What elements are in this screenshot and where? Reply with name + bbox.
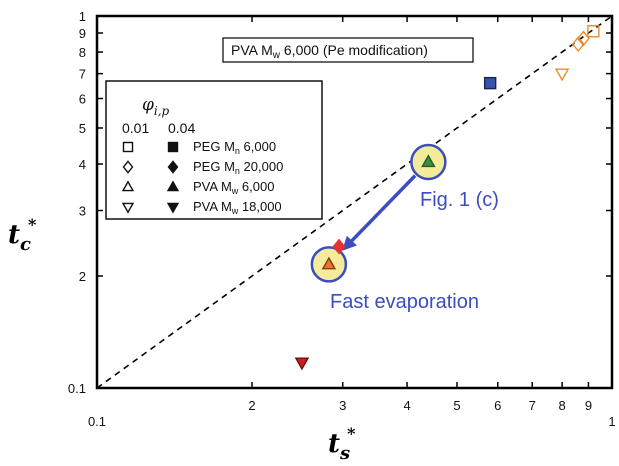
annotation-fig1c: Fig. 1 (c): [420, 189, 499, 211]
x-tick-label: 8: [558, 398, 565, 413]
legend-marker-filled: [167, 160, 179, 174]
chart-title-box: PVA Mw 6,000 (Pe modification): [222, 37, 474, 63]
legend-entry-label: PVA Mw 6,000: [193, 179, 274, 196]
legend-marker-filled: [166, 180, 180, 192]
data-point: [332, 238, 346, 255]
y-tick-label: 4: [79, 157, 86, 172]
chart-title: PVA Mw 6,000 (Pe modification): [231, 42, 428, 61]
y-tick-label: 3: [79, 204, 86, 219]
chart-title-frame: [222, 37, 474, 63]
x-tick-label: 2: [248, 398, 255, 413]
reference-dashed-line: [96, 15, 613, 389]
y-tick-label: 6: [79, 92, 86, 107]
evaporation-arrow-head: [342, 235, 357, 251]
y-tick-label: 9: [79, 26, 86, 41]
legend-frame: [105, 80, 323, 220]
y-tick-label: 8: [79, 45, 86, 60]
legend-col-label-low: 0.01: [122, 120, 149, 136]
x-tick-label: 4: [403, 398, 410, 413]
x-tick-label: 7: [529, 398, 536, 413]
data-points: [294, 25, 600, 371]
x-tick-label: 1: [608, 414, 615, 429]
x-tick-label: 9: [585, 398, 592, 413]
legend-entry-label: PEG Mn 20,000: [193, 159, 283, 176]
y-tick-label: 7: [79, 67, 86, 82]
data-point: [587, 25, 600, 38]
x-tick-label: 6: [494, 398, 501, 413]
plot-frame: [95, 14, 614, 390]
y-tick-label: 1: [79, 9, 86, 24]
legend-rows: PEG Mn 6,000 PEG Mn 20,000 PVA Mw 6,000 PVA…: [121, 139, 283, 216]
data-point: [421, 154, 436, 168]
data-point: [294, 357, 310, 371]
y-axis-label: tc*: [8, 215, 37, 255]
legend-marker-open: [121, 180, 135, 192]
x-tick-label: 0.1: [88, 414, 106, 429]
legend-marker-open: [121, 202, 135, 214]
y-tick-label: 0.1: [68, 381, 86, 396]
legend: φi,p 0.01 0.04 PEG Mn 6,000 PEG Mn 20,000…: [105, 80, 323, 220]
legend-entry-label: PEG Mn 6,000: [193, 139, 276, 156]
data-point: [577, 30, 590, 47]
data-point: [321, 256, 337, 270]
legend-marker-open: [122, 141, 134, 153]
x-axis-label: ts*: [328, 424, 356, 464]
legend-marker-filled: [167, 141, 179, 153]
data-point: [571, 36, 585, 53]
data-point: [554, 68, 570, 82]
tick-labels: 0.1 2 3 4 5 6 7 8 9 1 0.1 2 3 4 5 6 7 8 9 1: [68, 9, 616, 429]
y-tick-label: 5: [79, 121, 86, 136]
data-point: [483, 76, 497, 90]
legend-marker-open: [122, 160, 134, 174]
x-tick-label: 5: [453, 398, 460, 413]
legend-phi-header: φi,p: [142, 95, 170, 118]
legend-entry-label: PVA Mw 18,000: [193, 199, 282, 216]
y-tick-label: 2: [79, 269, 86, 284]
legend-col-label-high: 0.04: [168, 120, 195, 136]
legend-marker-filled: [166, 202, 180, 214]
evaporation-arrow: [350, 174, 417, 242]
annotation-fast-evaporation: Fast evaporation: [330, 291, 479, 313]
x-tick-label: 3: [339, 398, 346, 413]
highlight-circles: [310, 143, 447, 283]
